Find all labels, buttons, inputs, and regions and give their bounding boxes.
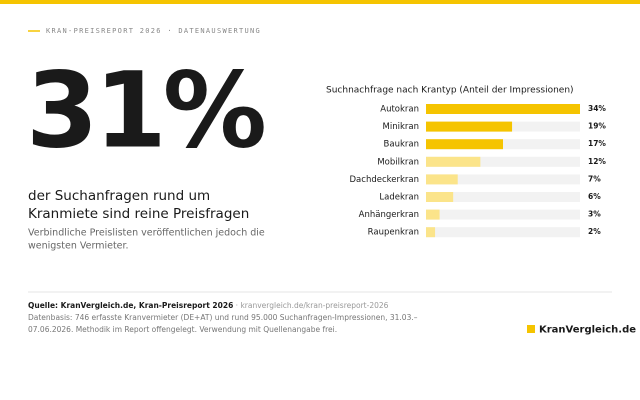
logo-mark xyxy=(527,325,535,333)
bar-track xyxy=(426,174,580,185)
bar xyxy=(426,104,580,114)
bar xyxy=(426,227,436,238)
footer-note: 07.06.2026. Methodik im Report offengele… xyxy=(28,325,337,334)
source: Quelle: KranVergleich.de, Kran-Preisrepo… xyxy=(28,301,233,310)
value-label: 7% xyxy=(588,174,601,183)
category-label: Minikran xyxy=(383,122,419,132)
top-bar xyxy=(0,0,640,4)
value-label: 17% xyxy=(588,139,606,148)
category-label: Mobilkran xyxy=(377,157,419,167)
category-label: Raupenkran xyxy=(368,228,419,238)
source-url: · kranvergleich.de/kran-preisreport-2026 xyxy=(233,301,388,310)
value-label: 12% xyxy=(588,157,606,166)
hero-stat: 31% xyxy=(26,49,264,171)
bar xyxy=(426,156,481,167)
bar xyxy=(426,192,454,202)
body-text: Verbindliche Preislisten veröffentlichen… xyxy=(28,228,265,239)
category-label: Dachdeckerkran xyxy=(350,175,419,185)
footer-note: Datenbasis: 746 erfasste Kranvermieter (… xyxy=(28,313,418,322)
value-label: 6% xyxy=(588,192,601,201)
bar-track xyxy=(426,192,580,202)
value-label: 2% xyxy=(588,227,601,236)
headline: der Suchanfragen rund um xyxy=(28,188,210,204)
bar xyxy=(426,209,440,220)
bar xyxy=(426,139,503,150)
bar-track xyxy=(426,156,580,167)
category-label: Baukran xyxy=(384,140,419,150)
value-label: 19% xyxy=(588,122,606,131)
bar xyxy=(426,174,458,185)
value-label: 34% xyxy=(588,104,606,113)
bar-track xyxy=(426,209,580,220)
kicker: KRAN-PREISREPORT 2026 · DATENAUSWERTUNG xyxy=(46,27,261,35)
logo: KranVergleich.de xyxy=(539,325,636,336)
headline: Kranmiete sind reine Preisfragen xyxy=(28,206,249,222)
bar-track xyxy=(426,227,580,238)
category-label: Anhängerkran xyxy=(359,210,419,220)
category-label: Autokran xyxy=(380,105,419,115)
chart-title: Suchnachfrage nach Krantyp (Anteil der I… xyxy=(326,86,574,96)
footer-source: Quelle: KranVergleich.de, Kran-Preisrepo… xyxy=(28,301,389,310)
body-text: wenigsten Vermieter. xyxy=(28,241,129,252)
bar xyxy=(426,121,513,132)
value-label: 3% xyxy=(588,210,601,219)
category-label: Ladekran xyxy=(379,193,419,203)
